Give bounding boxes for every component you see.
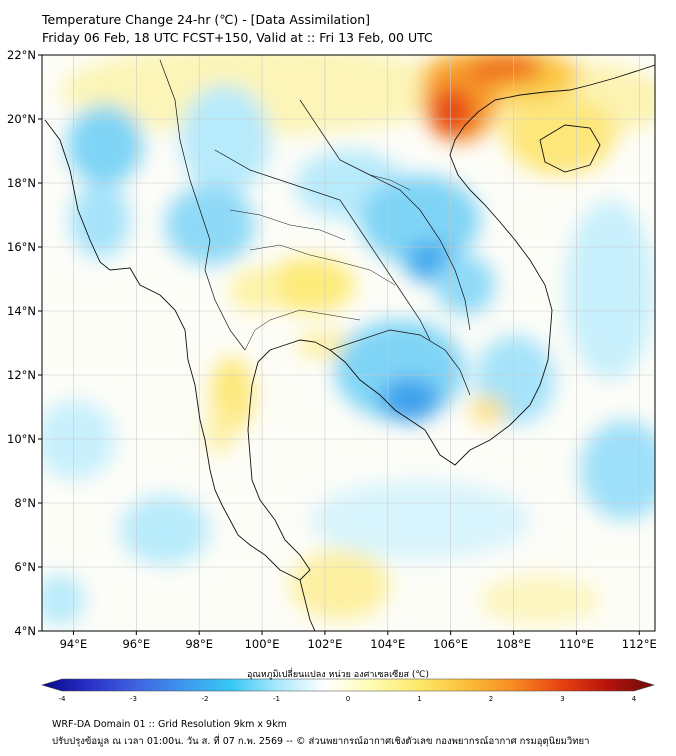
colorbar-bar — [40, 678, 656, 692]
colorbar-tick-label: 1 — [417, 695, 421, 703]
lon-label: 94°E — [60, 637, 88, 651]
colorbar-tick-label: -3 — [130, 695, 137, 703]
lon-label: 108°E — [496, 637, 531, 651]
lon-label: 100°E — [245, 637, 280, 651]
lon-label: 106°E — [433, 637, 468, 651]
map-subtitle: Friday 06 Feb, 18 UTC FCST+150, Valid at… — [42, 30, 433, 45]
lon-label: 112°E — [622, 637, 657, 651]
lon-label: 98°E — [185, 637, 213, 651]
colorbar: -4 -3 -2 -1 0 1 2 3 4 — [40, 678, 656, 703]
gridlines — [42, 55, 655, 631]
axis-ticks — [38, 54, 640, 635]
map-title: Temperature Change 24-hr (℃) - [Data Ass… — [42, 12, 371, 27]
lat-label: 20°N — [7, 112, 36, 126]
longitude-labels: 94°E 96°E 98°E 100°E 102°E 104°E 106°E 108°E 110… — [60, 637, 657, 651]
colorbar-tick-label: 3 — [560, 695, 564, 703]
colorbar-tick-label: 2 — [489, 695, 493, 703]
lat-label: 14°N — [7, 304, 36, 318]
colorbar-tick-label: 4 — [632, 695, 637, 703]
coastlines-and-borders — [44, 59, 655, 631]
map-plot-area — [42, 55, 655, 631]
lat-label: 6°N — [14, 560, 36, 574]
footer-update-info: ปรับปรุงข้อมูล ณ เวลา 01:00น. วัน ส. ที่… — [52, 736, 590, 747]
footer-model-info: WRF-DA Domain 01 :: Grid Resolution 9km … — [52, 719, 287, 730]
colorbar-tick-label: -4 — [59, 695, 67, 703]
lon-label: 96°E — [122, 637, 150, 651]
lat-label: 4°N — [14, 624, 36, 638]
lon-label: 110°E — [559, 637, 594, 651]
temperature-field — [42, 55, 655, 625]
latitude-labels: 22°N 20°N 18°N 16°N 14°N 12°N 10°N 8°N 6°N 4°N — [7, 48, 36, 638]
colorbar-tick-label: -2 — [202, 695, 209, 703]
lat-label: 12°N — [7, 368, 36, 382]
colorbar-title: อุณหภูมิเปลี่ยนแปลง หน่วย องศาเซลเซียส (… — [246, 670, 430, 680]
colorbar-tick-label: 0 — [346, 695, 350, 703]
lon-label: 104°E — [370, 637, 405, 651]
colorbar-tick-label: -1 — [273, 695, 280, 703]
lon-label: 102°E — [307, 637, 342, 651]
lat-label: 8°N — [14, 496, 36, 510]
lat-label: 22°N — [7, 48, 36, 62]
colorbar-ticks: -4 -3 -2 -1 0 1 2 3 4 — [59, 695, 637, 703]
map-frame — [41, 54, 656, 632]
lat-label: 16°N — [7, 240, 36, 254]
lat-label: 18°N — [7, 176, 36, 190]
lat-label: 10°N — [7, 432, 36, 446]
